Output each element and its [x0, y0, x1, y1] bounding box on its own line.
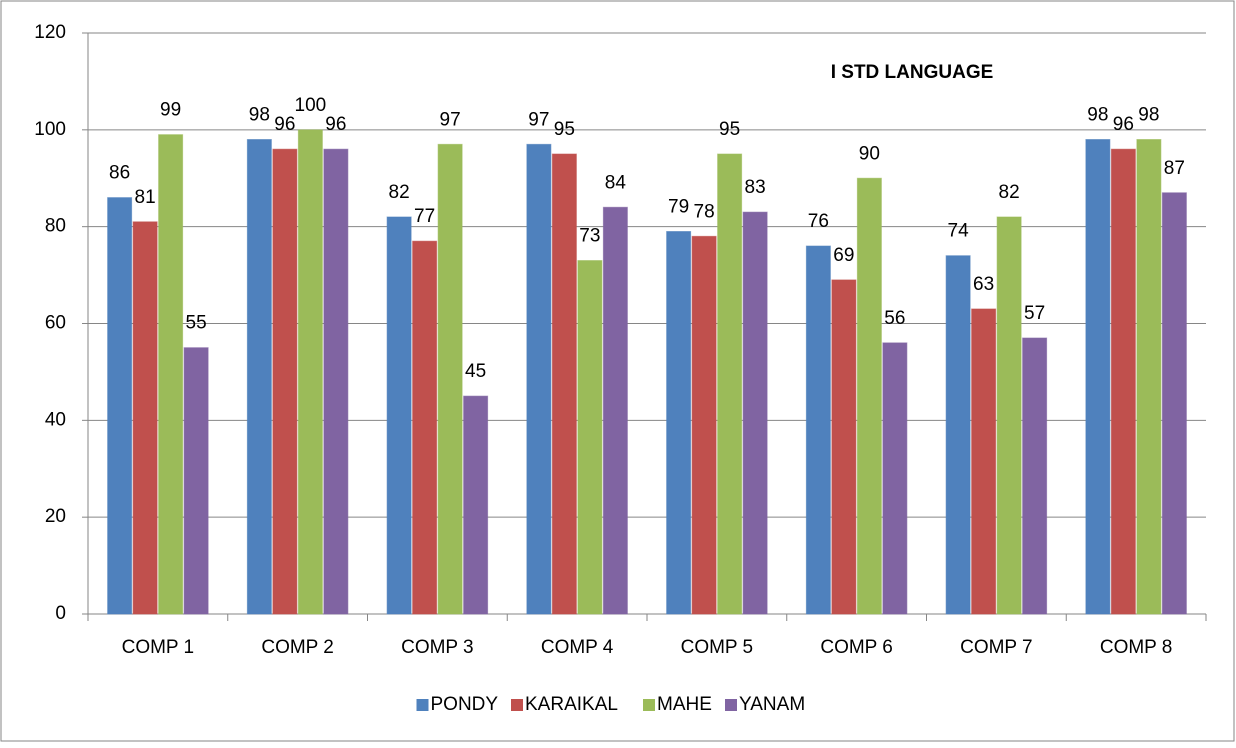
x-tick-label: COMP 1	[122, 637, 195, 658]
legend-swatch	[511, 699, 523, 711]
legend-label: PONDY	[431, 694, 499, 715]
data-label: 84	[605, 172, 627, 193]
data-label: 57	[1024, 303, 1045, 324]
bar	[717, 153, 743, 615]
bar	[246, 139, 272, 615]
data-label: 97	[528, 109, 549, 130]
bar	[1085, 139, 1111, 615]
data-label: 77	[414, 206, 435, 227]
data-label: 73	[579, 226, 600, 247]
bar	[1161, 192, 1187, 615]
y-tick-label: 40	[45, 409, 66, 430]
data-label: 55	[186, 313, 207, 334]
bar	[666, 231, 692, 615]
bar	[107, 197, 133, 615]
legend-label: KARAIKAL	[525, 694, 618, 715]
x-tick-label: COMP 3	[401, 637, 474, 658]
bar	[132, 221, 158, 615]
x-tick-label: COMP 5	[681, 637, 754, 658]
data-label: 98	[1138, 105, 1159, 126]
bar	[1110, 148, 1136, 615]
bar	[1136, 139, 1162, 615]
data-label: 83	[745, 177, 766, 198]
bar	[805, 245, 831, 615]
bar	[577, 260, 603, 615]
data-label: 96	[1113, 114, 1134, 135]
y-tick-label: 100	[34, 119, 66, 140]
bar	[882, 342, 908, 615]
bar	[945, 255, 971, 615]
bar	[526, 143, 552, 615]
data-label: 81	[135, 187, 156, 208]
data-label: 98	[1087, 105, 1108, 126]
bar	[412, 240, 438, 615]
data-label: 100	[295, 95, 327, 116]
data-label: 78	[694, 201, 715, 222]
y-tick-label: 120	[34, 22, 66, 43]
legend-label: MAHE	[657, 694, 712, 715]
data-label: 98	[249, 105, 270, 126]
data-label: 74	[948, 221, 970, 242]
chart-title: I STD LANGUAGE	[831, 62, 994, 83]
bar	[742, 211, 768, 615]
bar	[272, 148, 298, 615]
bar	[463, 395, 489, 615]
bar	[386, 216, 412, 615]
bar	[831, 279, 857, 615]
data-label: 79	[668, 197, 689, 218]
y-tick-label: 60	[45, 313, 66, 334]
bar	[551, 153, 577, 615]
data-label: 63	[973, 274, 994, 295]
x-tick-label: COMP 8	[1100, 637, 1173, 658]
y-tick-label: 20	[45, 506, 66, 527]
data-label: 82	[999, 182, 1020, 203]
bar	[971, 308, 997, 615]
data-label: 96	[274, 114, 295, 135]
legend-label: YANAM	[739, 694, 805, 715]
x-tick-label: COMP 7	[960, 637, 1033, 658]
y-tick-label: 80	[45, 216, 66, 237]
data-label: 95	[719, 119, 740, 140]
bar	[158, 134, 184, 615]
bar	[297, 129, 323, 615]
bar	[437, 143, 463, 615]
data-label: 90	[859, 143, 880, 164]
data-label: 97	[440, 109, 461, 130]
bar	[323, 148, 349, 615]
x-tick-label: COMP 4	[541, 637, 614, 658]
data-label: 76	[808, 211, 829, 232]
data-label: 96	[325, 114, 346, 135]
data-label: 69	[833, 245, 854, 266]
data-label: 82	[389, 182, 410, 203]
data-label: 45	[465, 361, 486, 382]
data-label: 56	[884, 308, 905, 329]
data-label: 87	[1164, 158, 1185, 179]
legend-swatch	[725, 699, 737, 711]
legend-swatch	[643, 699, 655, 711]
bar	[856, 177, 882, 615]
bar	[996, 216, 1022, 615]
x-tick-label: COMP 6	[820, 637, 893, 658]
data-label: 95	[554, 119, 575, 140]
bar	[602, 206, 628, 615]
data-label: 86	[109, 163, 130, 184]
legend-swatch	[416, 699, 429, 711]
x-tick-label: COMP 2	[261, 637, 334, 658]
bar	[691, 235, 717, 615]
bar	[183, 347, 209, 615]
bar	[1022, 337, 1048, 615]
y-tick-label: 0	[55, 603, 66, 624]
data-label: 99	[160, 100, 181, 121]
